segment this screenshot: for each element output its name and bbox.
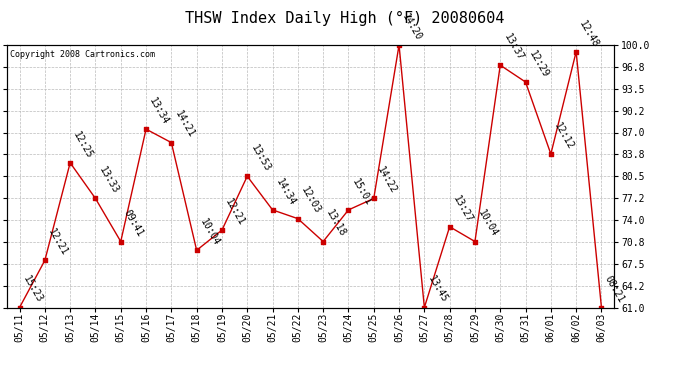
Text: 15:23: 15:23 — [21, 274, 44, 305]
Text: THSW Index Daily High (°F) 20080604: THSW Index Daily High (°F) 20080604 — [186, 11, 504, 26]
Point — [241, 173, 253, 179]
Text: 12:29: 12:29 — [527, 49, 551, 79]
Point — [343, 207, 354, 213]
Text: 08:21: 08:21 — [603, 274, 627, 305]
Point — [217, 227, 228, 233]
Text: Copyright 2008 Cartronics.com: Copyright 2008 Cartronics.com — [10, 50, 155, 59]
Point — [39, 257, 50, 263]
Point — [520, 79, 531, 85]
Point — [495, 62, 506, 68]
Text: 13:53: 13:53 — [248, 143, 272, 174]
Text: 12:21: 12:21 — [224, 197, 247, 227]
Text: 13:18: 13:18 — [324, 209, 348, 239]
Point — [571, 49, 582, 55]
Text: 13:33: 13:33 — [97, 165, 120, 196]
Point — [166, 140, 177, 146]
Text: 14:22: 14:22 — [375, 165, 399, 196]
Text: 09:41: 09:41 — [122, 209, 146, 239]
Text: 10:04: 10:04 — [476, 209, 500, 239]
Text: 13:34: 13:34 — [148, 96, 171, 126]
Text: 14:21: 14:21 — [172, 110, 196, 140]
Text: 13:45: 13:45 — [426, 274, 449, 305]
Text: 12:48: 12:48 — [578, 18, 601, 49]
Text: 13:37: 13:37 — [502, 32, 525, 62]
Text: 12:03: 12:03 — [299, 185, 323, 216]
Point — [368, 195, 380, 201]
Point — [317, 238, 328, 244]
Point — [596, 304, 607, 310]
Point — [293, 216, 304, 222]
Point — [545, 151, 556, 157]
Point — [267, 207, 278, 213]
Text: 14:20: 14:20 — [400, 12, 424, 42]
Text: 10:04: 10:04 — [198, 217, 221, 248]
Text: 12:12: 12:12 — [552, 121, 575, 151]
Point — [14, 304, 25, 310]
Point — [90, 195, 101, 201]
Text: 15:01: 15:01 — [350, 177, 373, 207]
Text: 13:27: 13:27 — [451, 194, 475, 224]
Point — [115, 238, 126, 244]
Text: 12:21: 12:21 — [46, 227, 70, 258]
Point — [444, 224, 455, 230]
Point — [191, 247, 202, 253]
Text: 12:25: 12:25 — [72, 130, 95, 160]
Point — [393, 42, 404, 48]
Point — [141, 126, 152, 132]
Point — [469, 238, 480, 244]
Text: 14:34: 14:34 — [274, 177, 297, 207]
Point — [419, 304, 430, 310]
Point — [65, 160, 76, 166]
